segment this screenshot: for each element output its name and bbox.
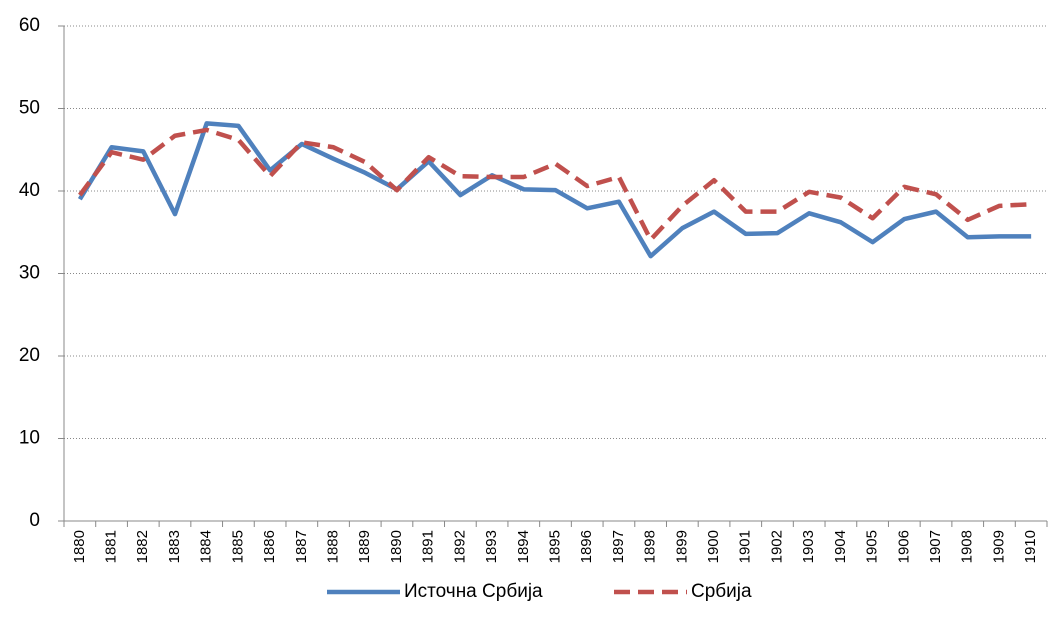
line-series [78,127,1032,242]
x-tick-label: 1881 [103,530,120,563]
y-tick-label: 50 [19,98,40,119]
x-tick-label: 1882 [134,530,151,563]
x-tick-label: 1887 [293,530,310,563]
x-tick-label: 1884 [198,530,215,563]
x-tick-label: 1892 [451,530,468,563]
x-tick-label: 1886 [261,530,278,563]
x-tick-label: 1907 [927,530,944,563]
x-tick-label: 1903 [800,530,817,563]
x-tick-label: 1880 [71,530,88,563]
x-tick-label: 1898 [642,530,659,563]
x-tick-label: 1906 [895,530,912,563]
x-tick-label: 1893 [483,530,500,563]
x-tick-label: 1885 [229,530,246,563]
x-tick-label: 1883 [166,530,183,563]
x-tick-label: 1897 [610,530,627,563]
y-tick-label: 30 [19,263,40,284]
x-tick-label: 1905 [864,530,881,563]
x-tick-label: 1909 [990,530,1007,563]
x-tick-label: 1888 [325,530,342,563]
x-tick-label: 1894 [515,530,532,563]
y-tick-label: 0 [29,510,40,531]
x-tick-label: 1904 [832,530,849,563]
x-tick-label: 1910 [1022,530,1039,563]
x-tick-label: 1901 [737,530,754,563]
legend-label: Србија [691,581,752,602]
x-tick-label: 1900 [705,530,722,563]
line-series [77,121,1032,259]
x-tick-label: 1902 [768,530,785,563]
y-tick-label: 60 [19,15,40,36]
x-tick-label: 1908 [959,530,976,563]
x-tick-label: 1899 [673,530,690,563]
y-tick-label: 20 [19,345,40,366]
x-tick-label: 1896 [578,530,595,563]
x-tick-label: 1895 [546,530,563,563]
y-tick-label: 10 [19,428,40,449]
y-tick-label: 40 [19,180,40,201]
x-tick-label: 1890 [388,530,405,563]
legend-label: Источна Србија [404,581,543,602]
x-tick-label: 1889 [356,530,373,563]
x-tick-label: 1891 [420,530,437,563]
